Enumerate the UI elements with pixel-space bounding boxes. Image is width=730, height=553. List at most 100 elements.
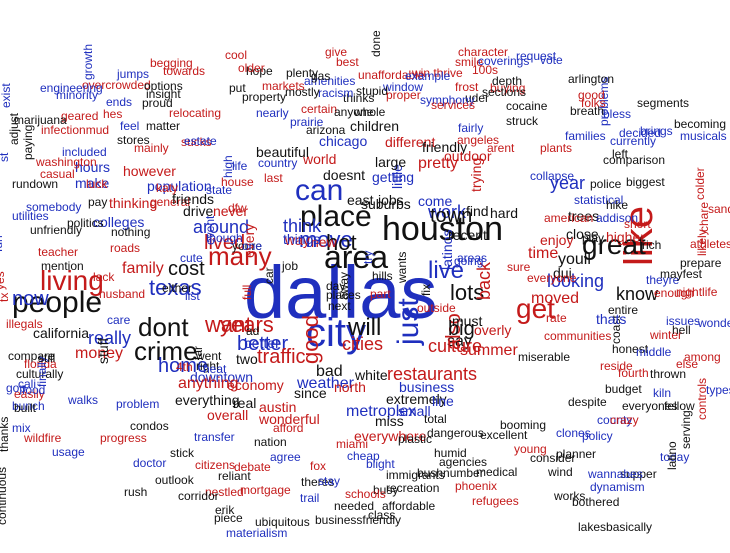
word-collapse: collapse (530, 169, 574, 183)
word-plants: plants (540, 141, 572, 155)
word-plastic: plastic (398, 432, 432, 446)
word-cali: cali (18, 377, 36, 391)
word-area: area (324, 239, 388, 275)
word-move: move (299, 227, 353, 252)
word-transfer: transfer (194, 430, 235, 444)
word-close: close (566, 226, 599, 242)
word-paying: paying (21, 125, 35, 160)
word-relocating: relocating (169, 106, 221, 120)
word-else: else (676, 357, 698, 371)
word-different: different (385, 134, 435, 150)
word-exist: exist (0, 83, 13, 108)
word-problem: problem (116, 397, 159, 411)
word-austin: austin (259, 399, 296, 415)
word-engineering: engineering (40, 81, 103, 95)
word-afford: afford (273, 421, 303, 435)
word-example: example (405, 69, 451, 83)
word-100s: 100s (472, 63, 498, 77)
word-crime: crime (134, 336, 198, 366)
word-list: list (185, 289, 200, 303)
word-supper: supper (620, 467, 657, 481)
word-texas: texas (149, 275, 202, 300)
word-fun: fun (0, 235, 5, 252)
word-middle: middle (636, 345, 672, 359)
word-doctor: doctor (133, 456, 166, 470)
word-living: living (40, 265, 104, 296)
word-cute: cute (180, 251, 203, 265)
word-tx: tx (0, 293, 11, 302)
word-works: works (553, 489, 585, 503)
word-however: however (123, 163, 176, 179)
word-mortgage: mortgage (240, 483, 291, 497)
word-depth: depth (492, 74, 522, 88)
word-everyone: everyone (527, 271, 577, 285)
word-county: county (597, 413, 632, 427)
word-back: back (474, 261, 494, 300)
word-total: total (424, 412, 447, 426)
word-away: away (337, 272, 351, 300)
word-jobs: jobs (377, 192, 404, 208)
word-care: care (107, 313, 131, 327)
word-rundown: rundown (12, 177, 58, 191)
word-proper: proper (386, 88, 421, 102)
word-hell: hell (672, 323, 691, 337)
word-mention: mention (41, 259, 84, 273)
word-dynamism: dynamism (590, 480, 645, 494)
word-houston: houston (382, 210, 503, 248)
word-car: car (262, 267, 276, 284)
word-city: city (306, 311, 366, 355)
word-likely: likely (695, 229, 709, 256)
word-enough: enough (654, 286, 694, 300)
word-immigrants: immigrants (386, 468, 445, 482)
word-humid: humid (434, 446, 467, 460)
word-lived: lived (204, 232, 245, 254)
word-miss: miss (375, 413, 404, 429)
word-weather: weather (296, 375, 355, 392)
word-trying: trying (468, 158, 484, 192)
word-refugees: refugees (472, 494, 519, 508)
word-bushnumber: bushnumber (417, 466, 484, 480)
word-decided: decided (619, 126, 661, 140)
word-politics: politics (67, 216, 104, 230)
word-right: right (196, 359, 220, 373)
word-outside: outside (417, 301, 456, 315)
word-booming: booming (500, 418, 546, 432)
word-breath: breath (570, 104, 604, 118)
word-place: place (300, 200, 372, 233)
word-anything: anything (178, 375, 239, 392)
word-latinos: latinos (439, 230, 455, 270)
word-miserable: miserable (518, 350, 570, 364)
word-casual: casual (40, 167, 75, 181)
word-wondering: wondering (697, 316, 730, 330)
word-request: request (516, 49, 557, 63)
word-left: left (612, 147, 629, 161)
word-problems: problems (597, 77, 611, 126)
word-frost: frost (455, 80, 479, 94)
word-just: just (392, 298, 425, 346)
word-amenities: amenities (304, 74, 355, 88)
word-friends: friends (172, 191, 214, 207)
word-cool: cool (225, 48, 247, 62)
word-chicago: chicago (319, 133, 367, 149)
word-extremely: extremely (386, 391, 447, 407)
word-line: line (432, 393, 454, 409)
word-east: east (347, 192, 374, 208)
word-policy: policy (582, 429, 613, 443)
word-things: things (283, 231, 320, 247)
word-plenty: plenty (286, 66, 318, 80)
word-whole: whole (353, 105, 386, 119)
word-communities: communities (544, 329, 611, 343)
word-utilities: utilities (12, 209, 49, 223)
word-becoming: becoming (674, 117, 726, 131)
word-cocaine: cocaine (506, 99, 548, 113)
word-kiln: kiln (653, 386, 671, 400)
word-medical: medical (476, 465, 517, 479)
word-miami: miami (336, 437, 368, 451)
word-downtown: downtown (190, 369, 253, 385)
word-arizona: arizona (306, 123, 346, 137)
word-win-thrive: win thrive (411, 66, 463, 80)
word-despite: despite (568, 395, 607, 409)
word-theres: theres (301, 475, 334, 489)
word-wonderful: wonderful (258, 411, 320, 427)
